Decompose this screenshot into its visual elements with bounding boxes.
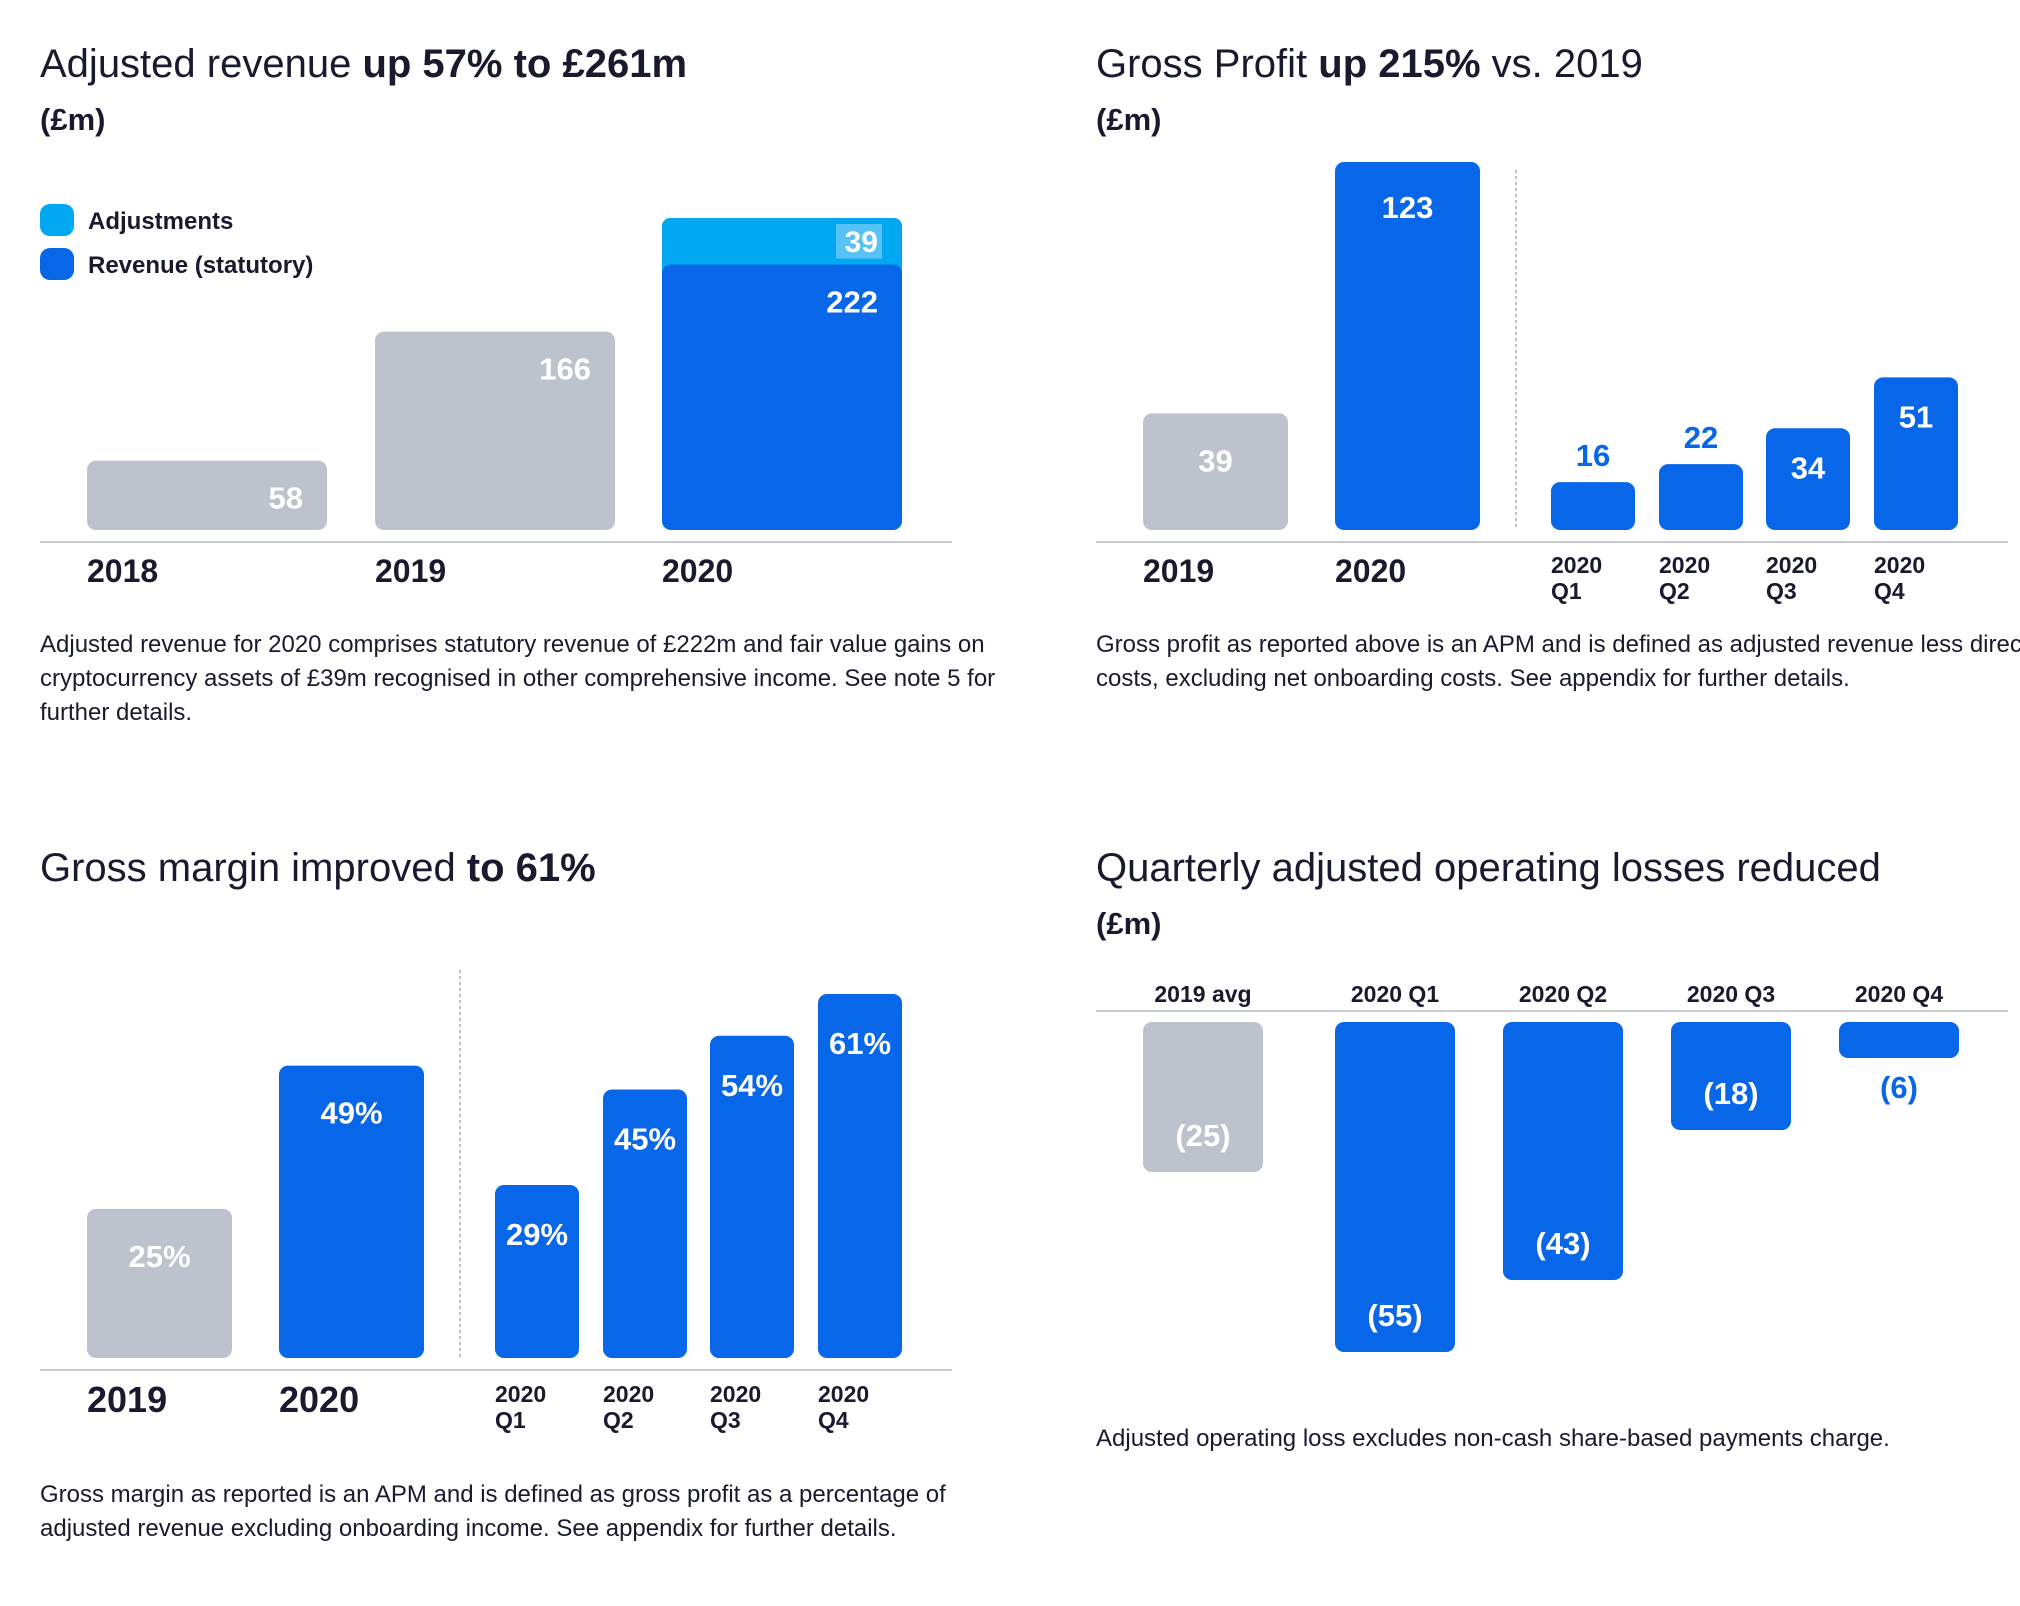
category-label-2020-Q1: 2020 xyxy=(495,1381,546,1407)
category-label-2020-Q3: Q3 xyxy=(710,1407,741,1433)
adjusted-revenue-note: Adjusted revenue for 2020 comprises stat… xyxy=(40,631,996,726)
category-label-2020-Q4: 2020 xyxy=(818,1381,869,1407)
adjusted-revenue-title: Adjusted revenue up 57% to £261m xyxy=(40,42,688,86)
category-label-2020-Q1: 2020 xyxy=(1551,552,1602,578)
value-label-2020-Q1: (55) xyxy=(1367,1298,1422,1333)
legend-label: Revenue (statutory) xyxy=(88,252,313,279)
bar-2020-Q3 xyxy=(710,1035,794,1358)
gross-profit-chart: 3920191232020162020Q1222020Q2342020Q3512… xyxy=(1096,162,2008,604)
value-label-adjustments: 39 xyxy=(845,226,878,259)
bar-2020-Q2 xyxy=(1503,1022,1623,1280)
category-label-2020-Q1: 2020 Q1 xyxy=(1351,981,1439,1007)
gross-profit-panel: Gross Profit up 215% vs. 2019 (£m) xyxy=(1096,30,2020,142)
category-label-2020-Q2: 2020 xyxy=(603,1381,654,1407)
category-label-2020-Q1: Q1 xyxy=(1551,578,1582,604)
value-label-2020-Q4: 61% xyxy=(829,1026,891,1061)
value-label-2020-Q3: 34 xyxy=(1791,450,1826,485)
gross-margin-chart: 25%201949%202029%2020Q145%2020Q254%2020Q… xyxy=(40,970,952,1433)
operating-losses-chart: 2019 avg (25) 2020 Q1 (55) 2020 Q2 (43) 2020 Q… xyxy=(1096,981,2008,1352)
category-label-2020-Q2: Q2 xyxy=(603,1407,634,1433)
bar-2020 xyxy=(1335,162,1480,530)
value-label-2020-Q2: 22 xyxy=(1684,420,1718,455)
adjusted-revenue-unit: (£m) xyxy=(40,102,106,137)
label-highlight-2020 xyxy=(836,224,882,259)
category-label-2020-Q3: 2020 xyxy=(1766,552,1817,578)
value-label-2020-Q4: 51 xyxy=(1899,399,1933,434)
category-label-2020-Q2: 2020 Q2 xyxy=(1519,981,1607,1007)
legend-swatch-revenue xyxy=(40,248,74,280)
value-label-2019-avg: (25) xyxy=(1175,1118,1230,1153)
bar-2020 xyxy=(279,1065,424,1358)
category-label-2020-Q3: Q3 xyxy=(1766,578,1797,604)
operating-losses-title: Quarterly adjusted operating losses redu… xyxy=(1096,846,1881,890)
gross-profit-unit: (£m) xyxy=(1096,102,1162,137)
category-label-2018: 2018 xyxy=(87,553,158,589)
value-label-2020-Q3: 54% xyxy=(721,1068,783,1103)
operating-losses-note: Adjusted operating loss excludes non-cas… xyxy=(1096,1425,1890,1452)
bar-2020-Q4 xyxy=(1874,377,1958,530)
bar-2018 xyxy=(87,460,327,530)
gross-margin-panel: Gross margin improved to 61% xyxy=(40,834,1000,902)
category-label-2019-avg: 2019 avg xyxy=(1154,981,1251,1007)
value-label-2020-Q4: (6) xyxy=(1880,1070,1918,1105)
category-label-2019: 2019 xyxy=(375,553,446,589)
gross-profit-title: Gross Profit up 215% vs. 2019 xyxy=(1096,42,1643,86)
value-label-2019: 166 xyxy=(539,352,591,387)
gross-margin-title: Gross margin improved to 61% xyxy=(40,846,596,890)
value-label-2020-Q2: (43) xyxy=(1535,1226,1590,1261)
category-label-2020-Q2: 2020 xyxy=(1659,552,1710,578)
bar-2020-Q2 xyxy=(603,1089,687,1358)
bar-2019 xyxy=(1143,413,1288,530)
bar-2020-Q4 xyxy=(818,994,902,1358)
category-label-2019: 2019 xyxy=(1143,553,1214,589)
category-label-2020-Q4: Q4 xyxy=(1874,578,1905,604)
category-label-2020: 2020 xyxy=(279,1379,359,1420)
bar-2020 xyxy=(662,264,902,530)
value-label-2019: 39 xyxy=(1198,443,1232,478)
value-label-2020-Q3: (18) xyxy=(1703,1076,1758,1111)
category-label-2020-Q2: Q2 xyxy=(1659,578,1690,604)
bar-2020-Q2 xyxy=(1659,464,1743,530)
category-label-2020-Q3: 2020 Q3 xyxy=(1687,981,1775,1007)
value-label-2020: 49% xyxy=(320,1096,382,1131)
operating-losses-panel: Quarterly adjusted operating losses redu… xyxy=(1096,834,2020,946)
category-label-2020-Q3: 2020 xyxy=(710,1381,761,1407)
legend-label: Adjustments xyxy=(88,208,233,235)
value-label-2020-Q1: 16 xyxy=(1576,438,1610,473)
legend-swatch-adjustments xyxy=(40,204,74,236)
bar-2020-Q1 xyxy=(1335,1022,1455,1352)
bar-2020-Q1 xyxy=(495,1184,579,1358)
bar-2019 xyxy=(375,331,615,530)
category-label-2020: 2020 xyxy=(1335,553,1406,589)
gross-margin-note: Gross margin as reported is an APM and i… xyxy=(40,1481,946,1542)
adjusted-revenue-panel: Adjusted revenue up 57% to £261m (£m) xyxy=(40,30,1000,142)
category-label-2020-Q4: Q4 xyxy=(818,1407,849,1433)
bar-2019-avg xyxy=(1143,1022,1263,1172)
value-label-2020-Q2: 45% xyxy=(614,1121,676,1156)
category-label-2020-Q4: 2020 xyxy=(1874,552,1925,578)
category-label-2020-Q4: 2020 Q4 xyxy=(1855,981,1943,1007)
gross-profit-note: Gross profit as reported above is an APM… xyxy=(1096,631,2020,692)
value-label-2018: 58 xyxy=(269,481,303,516)
category-label-2020: 2020 xyxy=(662,553,733,589)
category-label-2019: 2019 xyxy=(87,1379,167,1420)
value-label-2019: 25% xyxy=(128,1239,190,1274)
bar-2020-Q3 xyxy=(1671,1022,1791,1130)
value-label-2020: 123 xyxy=(1382,190,1434,225)
bar-2020-Q4 xyxy=(1839,1022,1959,1058)
value-label-2020: 222 xyxy=(826,285,878,320)
bar-2019 xyxy=(87,1208,232,1358)
bar-2020-Q1 xyxy=(1551,482,1635,530)
adjusted-revenue-chart: Adjustments Revenue (statutory) 58 2018 166 2… xyxy=(40,204,952,589)
value-label-2020-Q1: 29% xyxy=(506,1217,568,1252)
category-label-2020-Q1: Q1 xyxy=(495,1407,526,1433)
bar-2020-Q3 xyxy=(1766,428,1850,530)
operating-losses-unit: (£m) xyxy=(1096,906,1162,941)
